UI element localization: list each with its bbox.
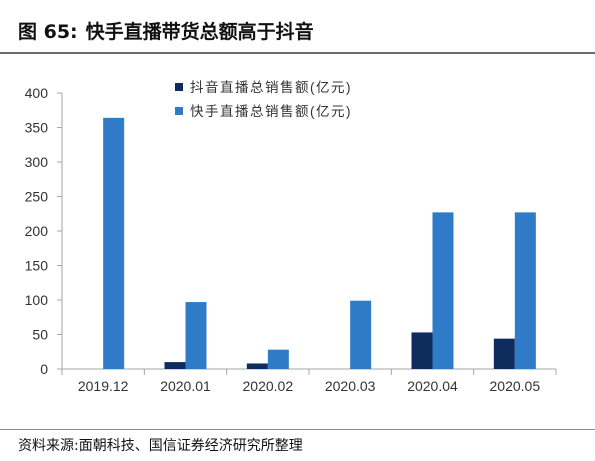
x-tick-label: 2019.12 — [78, 378, 129, 394]
bar-kuaishou — [103, 117, 125, 369]
bar-kuaishou — [350, 300, 372, 369]
bar-douyin — [411, 332, 433, 369]
y-tick-label: 100 — [25, 292, 49, 308]
bar-douyin — [246, 363, 268, 369]
y-tick-label: 150 — [25, 258, 49, 274]
footer-divider — [0, 429, 595, 430]
bar-kuaishou — [185, 302, 207, 369]
y-tick-label: 50 — [32, 327, 48, 343]
bar-kuaishou — [514, 212, 536, 369]
legend-label-kuaishou: 快手直播总销售额(亿元) — [190, 104, 352, 119]
y-tick-label: 400 — [25, 85, 49, 101]
y-tick-label: 350 — [25, 120, 49, 136]
y-tick-label: 250 — [25, 189, 49, 205]
title-divider — [0, 52, 595, 54]
x-tick-label: 2020.01 — [160, 378, 211, 394]
bar-kuaishou — [432, 212, 454, 369]
figure-title-text: 快手直播带货总额高于抖音 — [85, 21, 314, 43]
figure-number: 图 65: — [18, 21, 78, 43]
legend-swatch-kuaishou — [175, 107, 183, 115]
legend-label-douyin: 抖音直播总销售额(亿元) — [190, 79, 352, 95]
x-tick-label: 2020.03 — [325, 378, 376, 394]
y-tick-label: 0 — [40, 361, 48, 377]
y-tick-label: 300 — [25, 154, 49, 170]
legend-swatch-douyin — [175, 83, 183, 91]
bar-kuaishou — [267, 349, 289, 369]
y-tick-label: 200 — [25, 223, 49, 239]
figure-title: 图 65: 快手直播带货总额高于抖音 — [18, 17, 314, 44]
x-tick-label: 2020.05 — [490, 378, 541, 394]
bar-douyin — [164, 362, 186, 369]
x-tick-label: 2020.04 — [407, 378, 458, 394]
bar-douyin — [493, 338, 515, 369]
x-tick-label: 2020.02 — [243, 378, 294, 394]
source-note: 资料来源:面朝科技、国信证券经济研究所整理 — [18, 438, 303, 454]
